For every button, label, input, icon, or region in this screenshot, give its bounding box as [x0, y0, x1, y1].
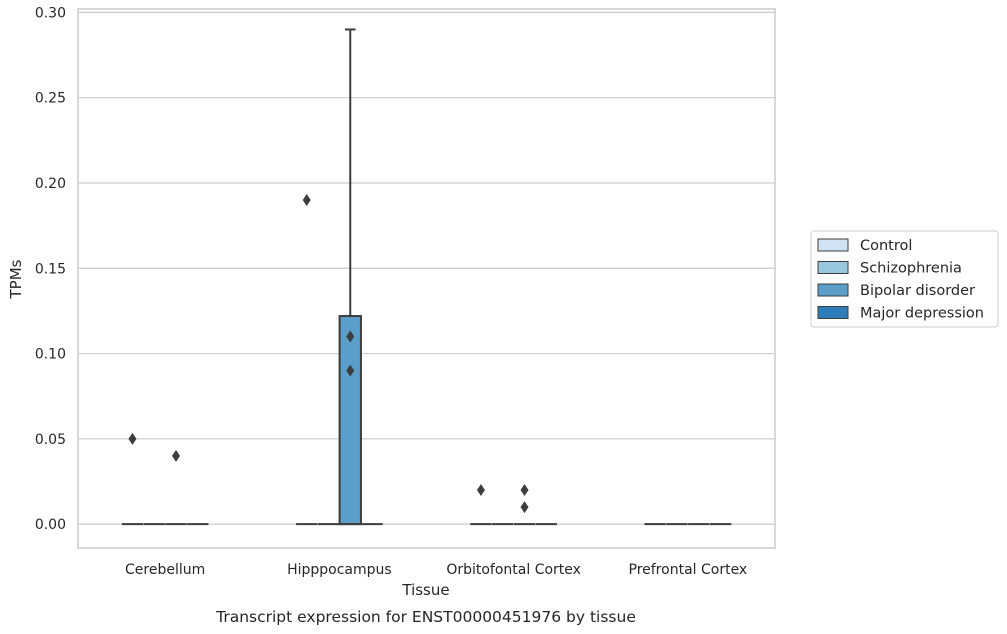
box-plot-1: [296, 194, 318, 526]
legend-label: Schizophrenia: [860, 261, 962, 277]
legend-label: Bipolar disorder: [860, 283, 975, 299]
y-axis-title: TPMs: [7, 259, 25, 299]
y-tick-label: 0.00: [35, 517, 66, 533]
box-plot-1: [470, 484, 492, 526]
legend-swatch: [817, 306, 849, 319]
legend-frame: [810, 230, 999, 328]
outlier-point: [346, 364, 355, 377]
boxes: [121, 28, 732, 526]
y-tick-label: 0.30: [35, 5, 66, 21]
legend-swatch: [817, 261, 849, 274]
x-tick-label: Orbitofontal Cortex: [446, 562, 581, 578]
x-ticks: Cerebellum Hipppocampus Orbitofontal Corte…: [125, 562, 747, 578]
plot-frame: [77, 8, 776, 549]
legend-item: Bipolar disorder: [817, 283, 975, 299]
outlier-point: [520, 501, 529, 514]
legend-item: Major depression: [817, 306, 984, 322]
box-plot-3: [338, 28, 362, 526]
x-tick-label: Prefrontal Cortex: [629, 562, 748, 578]
outlier-point: [128, 432, 137, 445]
legend-item: Control: [817, 238, 912, 254]
box-plot-3: [513, 484, 536, 526]
x-axis-title: Tissue: [401, 581, 449, 599]
outlier-point: [520, 484, 529, 497]
outlier-point: [476, 484, 485, 497]
y-tick-label: 0.15: [35, 261, 66, 277]
y-tick-label: 0.05: [35, 432, 66, 448]
y-ticks: 0.00 0.05 0.10 0.15 0.20 0.25 0.30: [35, 5, 66, 533]
y-tick-label: 0.20: [35, 176, 66, 192]
y-tick-label: 0.25: [35, 91, 66, 107]
plot-area: [78, 9, 775, 548]
chart-caption: Transcript expression for ENST0000045197…: [215, 608, 636, 626]
outlier-point: [172, 449, 181, 462]
legend-item: Schizophrenia: [817, 261, 962, 277]
outlier-point: [346, 330, 355, 343]
outlier-point: [302, 194, 311, 207]
legend-label: Control: [860, 238, 912, 254]
box-plot-1: [121, 432, 144, 526]
legend: Control Schizophrenia Bipolar disorder Majo…: [810, 230, 999, 328]
box-body: [338, 315, 362, 526]
legend-swatch: [817, 283, 849, 297]
y-tick-label: 0.10: [35, 347, 66, 363]
x-tick-label: Cerebellum: [125, 562, 205, 578]
x-tick-label: Hipppocampus: [287, 562, 392, 578]
grid-lines: [78, 11, 775, 525]
box-plot-3: [165, 449, 187, 526]
legend-label: Major depression: [860, 306, 984, 322]
legend-items: Control Schizophrenia Bipolar disorder Majo…: [817, 238, 984, 322]
legend-swatch: [817, 238, 849, 252]
